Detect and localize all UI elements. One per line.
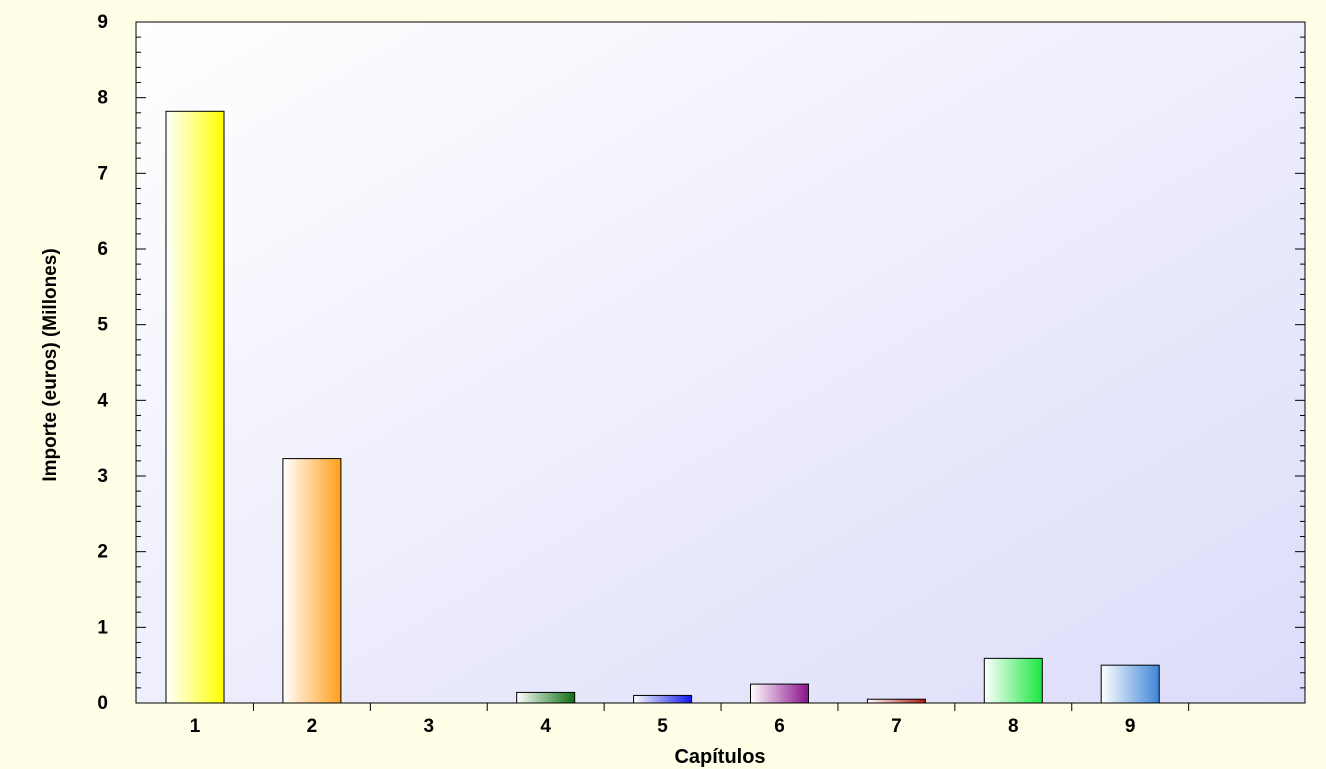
bar-8	[983, 657, 1043, 704]
y-axis-title: Importe (euros) (Millones)	[40, 248, 61, 481]
bar-2	[282, 458, 342, 704]
y-tick-label: 4	[97, 390, 108, 411]
x-tick-label: 6	[774, 716, 785, 737]
bar-1	[165, 110, 225, 704]
y-tick-label: 7	[97, 163, 108, 184]
bar-5	[633, 694, 693, 704]
x-tick-label: 7	[891, 716, 902, 737]
y-tick-label: 9	[97, 12, 108, 33]
x-tick-label: 1	[190, 716, 201, 737]
bar-9	[1100, 664, 1160, 704]
bar-6	[750, 683, 809, 704]
x-tick-label: 3	[424, 716, 435, 737]
x-tick-label: 5	[657, 716, 668, 737]
y-axis: 0 1 2 3 4 5 6 7 8 9	[97, 12, 1305, 714]
y-tick-label: 6	[97, 239, 108, 260]
y-tick-label: 2	[97, 542, 108, 563]
x-tick-label: 9	[1125, 716, 1136, 737]
x-tick-label: 4	[540, 716, 551, 737]
bar-4	[516, 691, 576, 704]
y-tick-label: 5	[97, 315, 108, 336]
y-tick-label: 3	[97, 466, 108, 487]
bar-7	[866, 698, 926, 704]
x-axis: 1 2 3 4 5 6 7 8 9	[190, 703, 1190, 737]
y-tick-label: 1	[97, 617, 108, 638]
x-tick-label: 2	[307, 716, 318, 737]
y-tick-label: 8	[97, 88, 108, 109]
y-tick-label: 0	[97, 693, 108, 714]
bar-series	[165, 110, 1160, 704]
x-tick-label: 8	[1008, 716, 1019, 737]
x-axis-title: Capítulos	[674, 746, 765, 768]
